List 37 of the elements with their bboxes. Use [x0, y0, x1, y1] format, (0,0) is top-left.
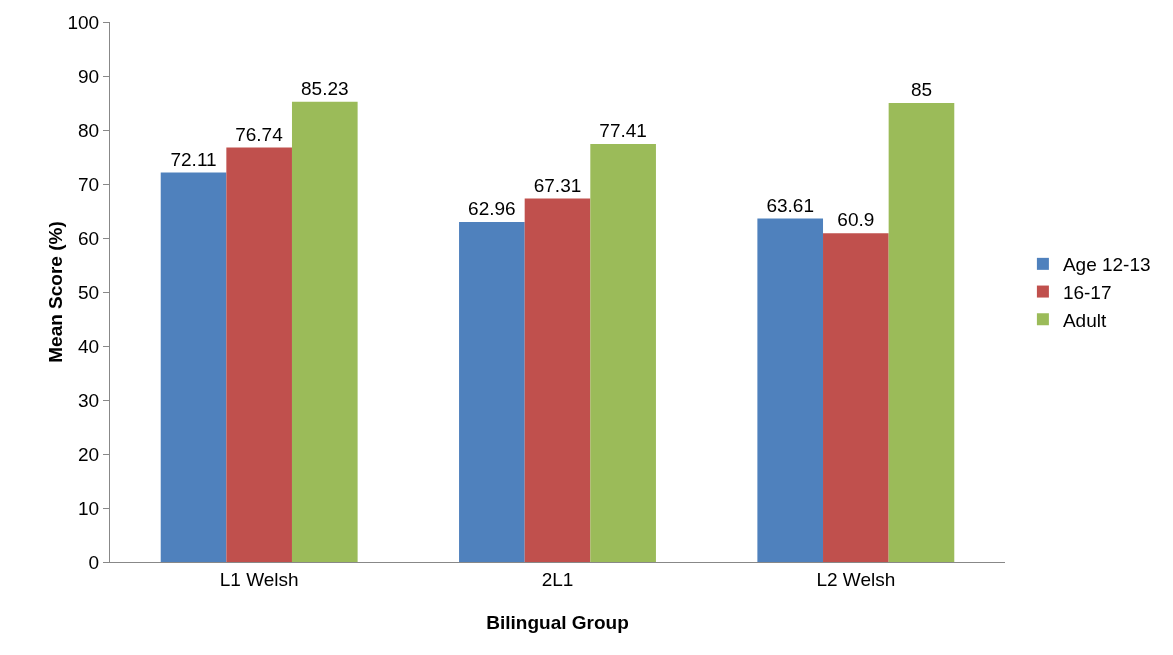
y-tick-label: 20: [78, 443, 100, 465]
legend-label: 16-17: [1062, 281, 1112, 303]
data-label: 85: [910, 79, 933, 100]
y-tick-label: 70: [78, 173, 100, 195]
y-tick-label: 60: [78, 227, 100, 249]
legend-label: Age 12-13: [1062, 254, 1151, 276]
bar: [888, 103, 955, 562]
bar: [160, 172, 227, 562]
y-axis-title: Mean Score (%): [45, 221, 66, 363]
y-tick-label: 80: [78, 119, 100, 141]
bar: [823, 233, 889, 562]
y-tick-label: 100: [67, 11, 100, 33]
y-tick-label: 30: [78, 389, 100, 411]
data-label: 62.96: [468, 198, 516, 220]
bar: [291, 101, 358, 562]
data-label: 85.23: [301, 77, 349, 99]
x-tick-label: 2L1: [541, 568, 574, 590]
y-tick-label: 90: [78, 65, 100, 87]
y-tick-label: 0: [88, 551, 100, 573]
y-tick-label: 40: [78, 335, 100, 357]
data-label: 77.41: [599, 119, 647, 141]
x-tick-label: L1 Welsh: [219, 568, 299, 590]
data-label: 76.74: [235, 123, 284, 145]
data-label: 60.9: [837, 209, 875, 231]
data-label: 63.61: [766, 194, 814, 216]
bar: [459, 222, 525, 562]
legend-label: Adult: [1062, 309, 1107, 331]
x-tick-label: L2 Welsh: [816, 568, 896, 590]
bar: [757, 218, 824, 562]
x-axis-title: Bilingual Group: [486, 612, 629, 633]
bar: [524, 198, 591, 562]
y-tick-label: 10: [78, 497, 100, 519]
data-label: 72.11: [170, 148, 217, 170]
bar: [590, 143, 656, 562]
bar: [226, 147, 292, 562]
y-tick-label: 50: [78, 281, 100, 303]
data-label: 67.31: [533, 174, 582, 196]
